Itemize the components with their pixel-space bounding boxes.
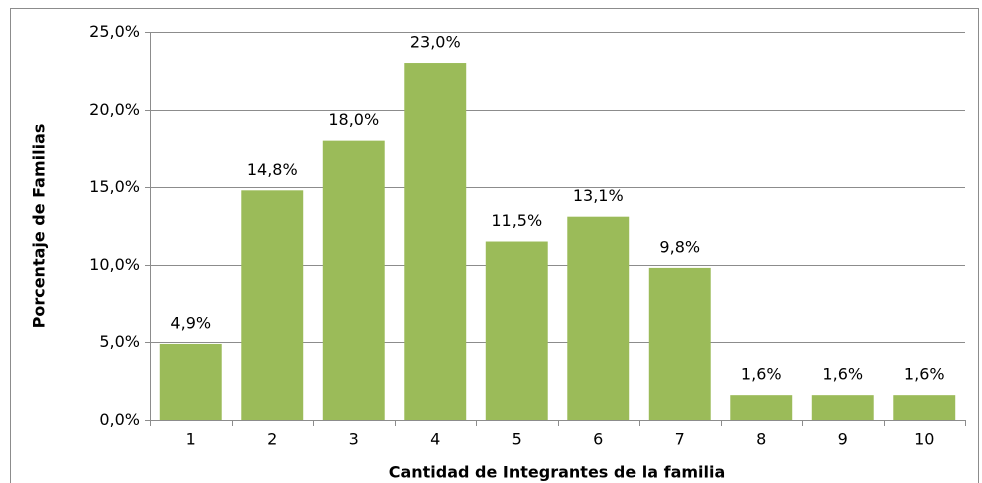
data-label: 18,0% <box>328 110 379 129</box>
bar <box>648 267 711 420</box>
y-tick-label: 10,0% <box>89 255 140 274</box>
bar <box>485 241 548 420</box>
bar <box>159 343 222 420</box>
x-tick-label: 7 <box>675 430 685 449</box>
x-tick-label: 1 <box>186 430 196 449</box>
y-tick-label: 15,0% <box>89 177 140 196</box>
x-tick-label: 5 <box>512 430 522 449</box>
x-tick-label: 6 <box>593 430 603 449</box>
data-label: 4,9% <box>170 313 211 332</box>
bar <box>893 395 956 420</box>
y-axis-label: Porcentaje de Familias <box>30 124 49 329</box>
data-label: 23,0% <box>410 33 461 52</box>
data-label: 13,1% <box>573 186 624 205</box>
x-tick-label: 3 <box>349 430 359 449</box>
y-tick-label: 5,0% <box>99 332 140 351</box>
y-tick-label: 20,0% <box>89 100 140 119</box>
y-tick-label: 25,0% <box>89 22 140 41</box>
data-label: 11,5% <box>491 211 542 230</box>
bar <box>322 140 385 420</box>
bar <box>567 216 630 420</box>
bar <box>811 395 874 420</box>
data-label: 1,6% <box>904 365 945 384</box>
x-tick-label: 8 <box>756 430 766 449</box>
data-label: 9,8% <box>659 237 700 256</box>
x-tick-label: 9 <box>838 430 848 449</box>
y-tick-label: 0,0% <box>99 410 140 429</box>
x-tick-label: 10 <box>914 430 934 449</box>
x-tick-label: 4 <box>430 430 440 449</box>
x-axis-label: Cantidad de Integrantes de la familia <box>389 463 726 482</box>
bar <box>730 395 793 420</box>
x-tick-label: 2 <box>267 430 277 449</box>
data-label: 1,6% <box>822 365 863 384</box>
bar <box>241 190 304 420</box>
bar <box>404 63 467 420</box>
data-label: 1,6% <box>741 365 782 384</box>
data-label: 14,8% <box>247 160 298 179</box>
